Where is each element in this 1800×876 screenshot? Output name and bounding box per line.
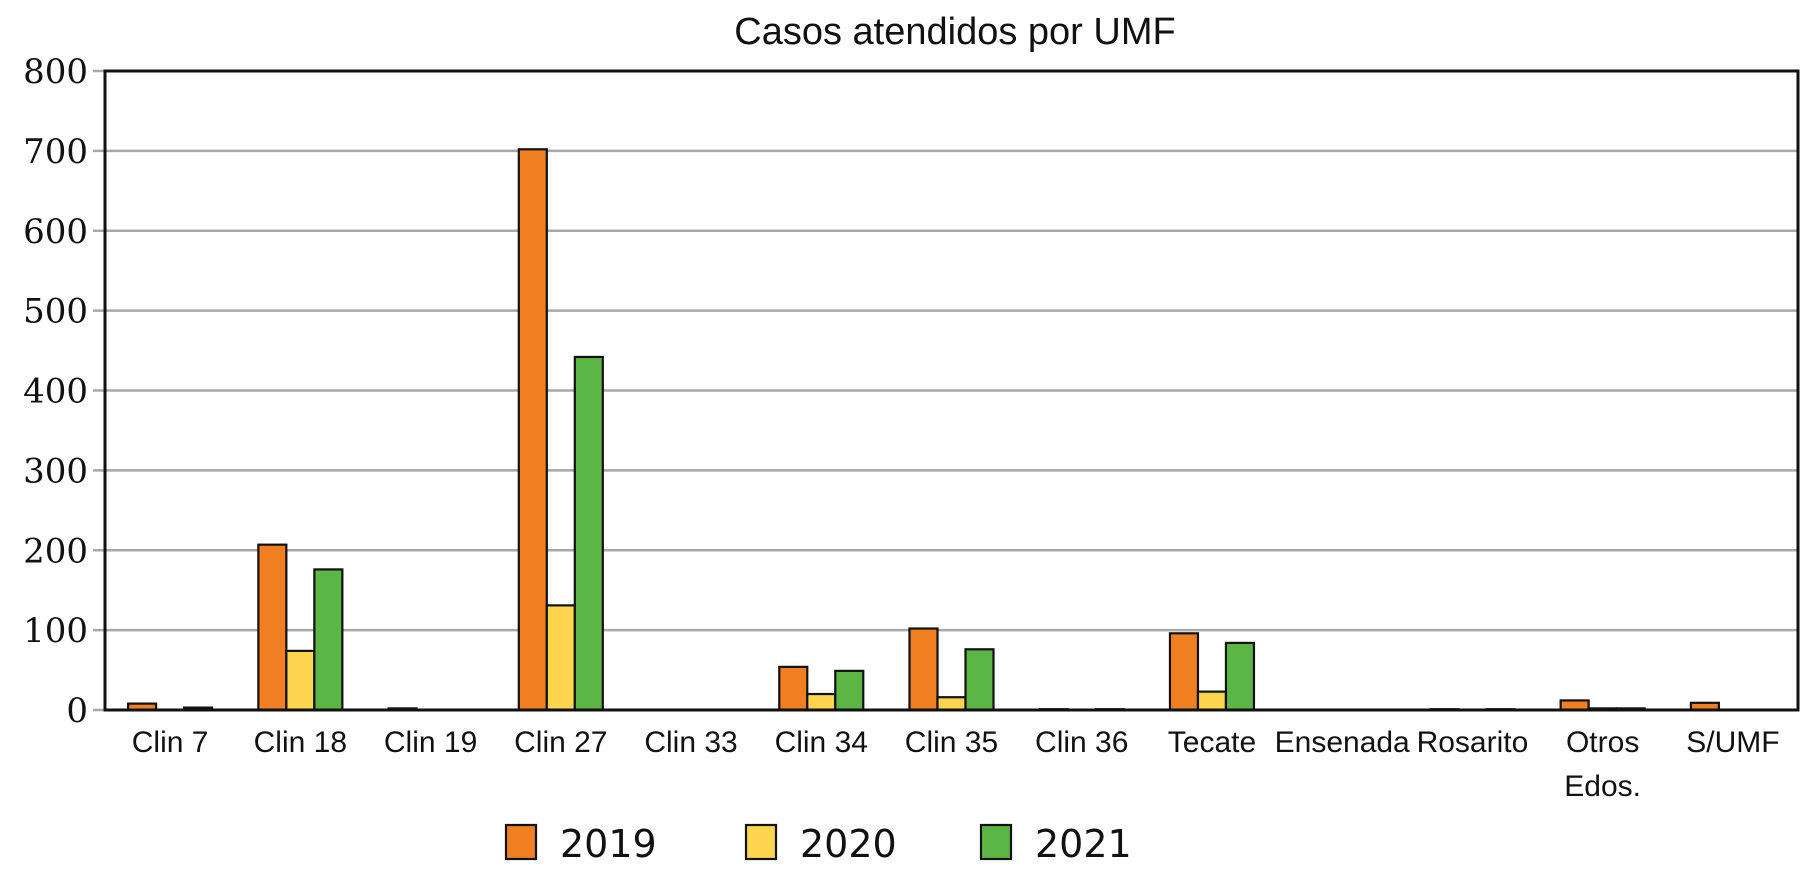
x-tick-label: Clin 33 [644, 726, 737, 759]
x-tick-label: Rosarito [1417, 726, 1529, 759]
bar-group [257, 543, 344, 712]
y-axis: 0 100 200 300 400 500 600 700 800 [23, 52, 88, 731]
legend-label: 2021 [1035, 822, 1132, 866]
y-tick-label: 700 [23, 132, 88, 172]
x-tick-label: Ensenada [1275, 726, 1410, 759]
bar-2021 [313, 568, 344, 712]
x-tick-label: S/UMF [1686, 726, 1779, 759]
plot-frame [103, 69, 1800, 712]
gridlines [93, 69, 1798, 712]
y-tick-label: 500 [23, 292, 88, 332]
bar-2021 [1224, 641, 1256, 712]
bar-group [517, 148, 604, 712]
bar-group [778, 665, 865, 712]
bar-group [1168, 632, 1256, 712]
bar-2021 [573, 355, 604, 712]
chart-title: Casos atendidos por UMF [734, 11, 1175, 53]
bar-2019 [1168, 632, 1200, 712]
x-tick-label: Clin 7 [132, 726, 209, 759]
x-tick-label: Clin 18 [254, 726, 347, 759]
bar-2019 [908, 627, 939, 712]
x-tick-label: Clin 36 [1035, 726, 1128, 759]
y-tick-label: 300 [23, 451, 88, 491]
bar-2019 [778, 665, 809, 712]
bar-group [908, 627, 995, 712]
bar-2020 [806, 692, 837, 712]
y-tick-label: 800 [23, 52, 88, 92]
x-tick-label: Clin 19 [384, 726, 477, 759]
bar-2020 [545, 604, 576, 712]
x-tick-label: Tecate [1168, 726, 1256, 759]
bar-2020 [1196, 690, 1228, 712]
x-tick-label: Otros Edos. [1564, 726, 1641, 803]
legend-item-2021: 2021 [979, 822, 1132, 866]
y-tick-label: 400 [23, 372, 88, 412]
bar-2020 [285, 649, 316, 712]
legend-swatch [504, 823, 538, 861]
x-tick-label: Clin 27 [514, 726, 607, 759]
legend-item-2019: 2019 [504, 822, 657, 866]
legend-item-2020: 2020 [744, 822, 897, 866]
legend-label: 2019 [560, 822, 657, 866]
y-tick-label: 100 [23, 611, 88, 651]
x-tick-label: Clin 35 [905, 726, 998, 759]
legend-swatch [744, 823, 778, 861]
bar-2021 [834, 669, 865, 712]
y-tick-label: 600 [23, 212, 88, 252]
bars [127, 148, 1720, 712]
bar-2020 [936, 696, 967, 712]
y-tick-label: 200 [23, 531, 88, 571]
legend: 2019 2020 2021 [504, 822, 1132, 866]
x-tick-label: Clin 34 [775, 726, 868, 759]
legend-label: 2020 [800, 822, 897, 866]
legend-swatch [979, 823, 1013, 861]
bar-2019 [517, 148, 548, 712]
bar-2019 [257, 543, 288, 712]
bar-2021 [964, 648, 995, 712]
y-tick-label: 0 [66, 691, 88, 731]
x-axis: Clin 7 Clin 18 Clin 19 Clin 27 Clin 33 Clin 3… [132, 726, 1780, 803]
